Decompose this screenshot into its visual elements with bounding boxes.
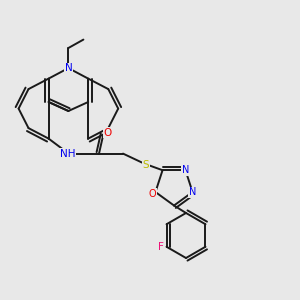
Text: N: N	[189, 187, 196, 197]
Text: N: N	[64, 63, 72, 73]
Text: O: O	[103, 128, 112, 138]
Text: O: O	[148, 188, 156, 199]
Text: F: F	[158, 242, 164, 252]
Text: NH: NH	[60, 148, 75, 159]
Text: S: S	[142, 160, 149, 170]
Text: N: N	[182, 165, 189, 175]
